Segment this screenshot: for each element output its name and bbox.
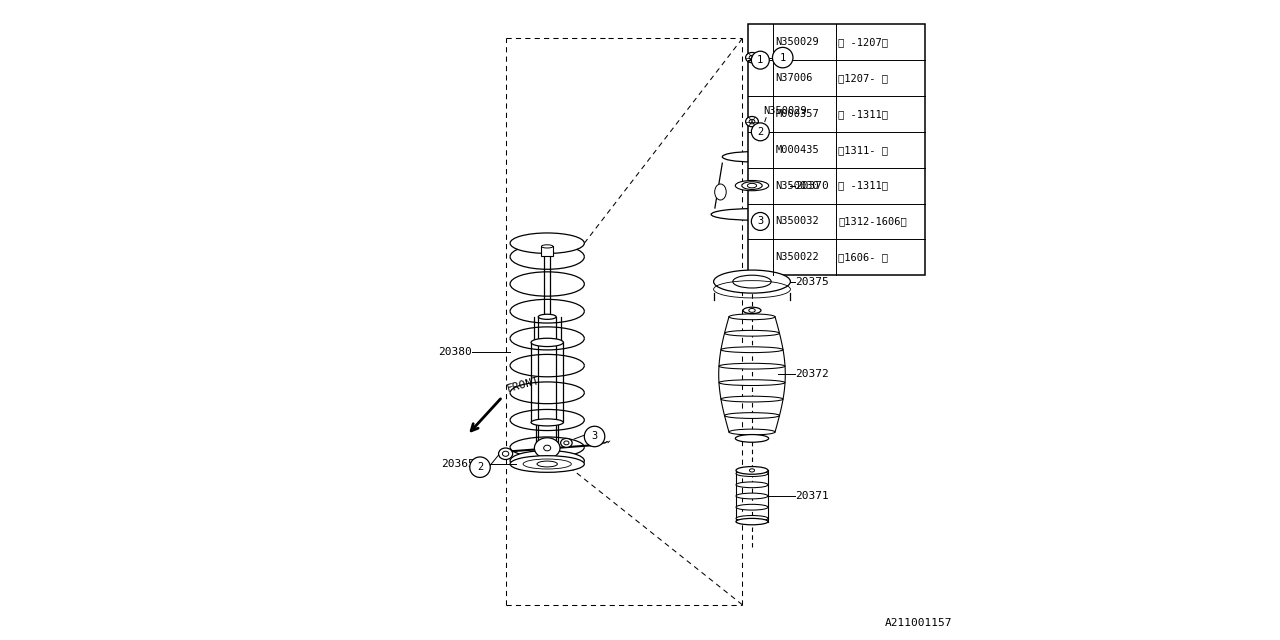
Ellipse shape <box>736 516 768 521</box>
Ellipse shape <box>736 493 768 499</box>
Ellipse shape <box>745 52 758 63</box>
Ellipse shape <box>724 330 780 336</box>
Text: 〈1311- 〉: 〈1311- 〉 <box>838 145 888 155</box>
Ellipse shape <box>742 182 762 189</box>
Text: 〈 -1207〉: 〈 -1207〉 <box>838 37 888 47</box>
Text: 20370: 20370 <box>796 180 829 191</box>
Ellipse shape <box>736 467 768 474</box>
Ellipse shape <box>778 184 790 200</box>
Text: M000357: M000357 <box>776 109 819 119</box>
Ellipse shape <box>714 184 726 200</box>
Text: 3: 3 <box>591 431 598 442</box>
Text: 〈1207- 〉: 〈1207- 〉 <box>838 73 888 83</box>
Ellipse shape <box>531 419 563 426</box>
Circle shape <box>584 426 604 447</box>
Text: 20371: 20371 <box>796 491 829 501</box>
Ellipse shape <box>561 438 572 447</box>
Ellipse shape <box>736 518 768 525</box>
Circle shape <box>773 47 794 68</box>
Text: 2: 2 <box>758 127 763 137</box>
Ellipse shape <box>714 270 791 293</box>
Text: A211001157: A211001157 <box>884 618 952 628</box>
Ellipse shape <box>722 152 782 162</box>
Text: 3: 3 <box>758 216 763 227</box>
Ellipse shape <box>730 429 776 435</box>
Ellipse shape <box>745 116 758 127</box>
Ellipse shape <box>730 314 776 320</box>
Text: 〈1312-1606〉: 〈1312-1606〉 <box>838 216 908 227</box>
Ellipse shape <box>509 456 585 472</box>
Text: 20372: 20372 <box>796 369 829 380</box>
Text: N37006: N37006 <box>776 73 813 83</box>
Text: N350029: N350029 <box>763 106 808 116</box>
FancyBboxPatch shape <box>541 246 553 256</box>
Text: N350032: N350032 <box>776 216 819 227</box>
Ellipse shape <box>535 438 561 458</box>
Ellipse shape <box>712 209 792 220</box>
Text: N350029: N350029 <box>776 37 819 47</box>
Ellipse shape <box>499 448 512 460</box>
Ellipse shape <box>724 413 780 419</box>
Circle shape <box>751 123 769 141</box>
Ellipse shape <box>742 307 760 314</box>
Ellipse shape <box>735 435 768 442</box>
Text: 1: 1 <box>780 52 786 63</box>
Ellipse shape <box>719 364 785 369</box>
Ellipse shape <box>735 180 769 191</box>
Ellipse shape <box>736 471 768 476</box>
Ellipse shape <box>531 338 563 347</box>
Text: N350030: N350030 <box>776 180 819 191</box>
Ellipse shape <box>736 482 768 488</box>
Text: 20380: 20380 <box>438 347 472 357</box>
Text: FRONT: FRONT <box>506 375 540 394</box>
Text: 〈 -1311〉: 〈 -1311〉 <box>838 180 888 191</box>
Text: 1: 1 <box>758 55 763 65</box>
Ellipse shape <box>541 245 553 248</box>
Circle shape <box>751 51 769 69</box>
Text: 〈1606- 〉: 〈1606- 〉 <box>838 252 888 262</box>
Circle shape <box>751 212 769 230</box>
Text: 20365: 20365 <box>442 459 475 469</box>
Text: N350022: N350022 <box>776 252 819 262</box>
Ellipse shape <box>736 504 768 510</box>
Ellipse shape <box>719 380 785 385</box>
Text: 〈 -1311〉: 〈 -1311〉 <box>838 109 888 119</box>
Ellipse shape <box>539 314 557 319</box>
Ellipse shape <box>721 347 783 353</box>
Bar <box>748 24 925 275</box>
Ellipse shape <box>534 339 561 346</box>
Circle shape <box>470 457 490 477</box>
Ellipse shape <box>509 233 585 253</box>
Ellipse shape <box>721 396 783 402</box>
Text: M000435: M000435 <box>776 145 819 155</box>
Text: 20375: 20375 <box>796 276 829 287</box>
Ellipse shape <box>509 451 585 471</box>
Text: 2: 2 <box>477 462 483 472</box>
